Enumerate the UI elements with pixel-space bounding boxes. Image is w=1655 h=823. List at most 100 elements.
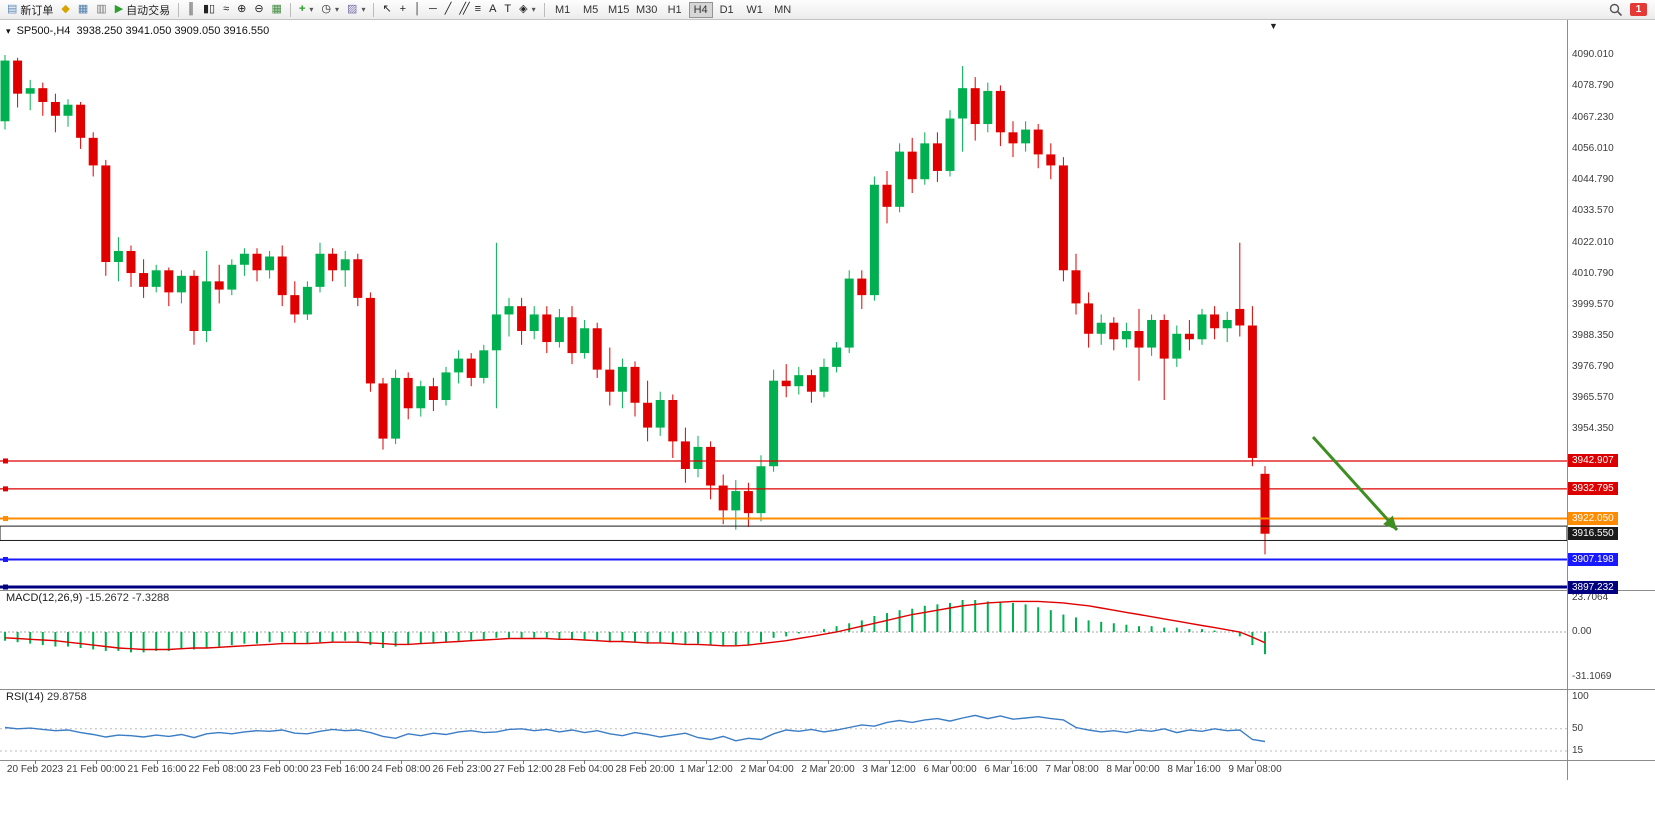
crosshair-icon: + (399, 3, 407, 15)
bar-chart-button[interactable]: ║ (183, 1, 199, 18)
candle (958, 66, 968, 152)
timeframe-d1[interactable]: D1 (719, 3, 734, 16)
price-line[interactable] (0, 557, 1567, 563)
timeframe-h1[interactable]: H1 (667, 3, 682, 16)
zoom-out-button[interactable]: ⊖ (250, 1, 267, 18)
candle (857, 270, 867, 309)
shapes-icon: ◈ (519, 3, 528, 15)
candle (592, 322, 602, 378)
time-axis-tick (889, 760, 890, 764)
candle (315, 242, 325, 293)
zoom-in-button[interactable]: ⊕ (233, 1, 250, 18)
horizontal-line-tool-button[interactable]: ─ (425, 1, 441, 18)
candle (1008, 121, 1018, 158)
timeframe-m5[interactable]: M5 (583, 3, 599, 16)
timeframe-m15[interactable]: M15 (607, 3, 630, 16)
candle (151, 264, 161, 293)
candle (126, 245, 136, 287)
panel-separator[interactable] (0, 689, 1655, 690)
price-axis-label: 4090.010 (1572, 49, 1614, 61)
macd-value: -15.2672 (85, 592, 129, 604)
tile-windows-button[interactable]: ▦ (268, 1, 286, 18)
annotation-arrow[interactable] (1311, 435, 1399, 532)
price-axis-label: 3999.570 (1572, 298, 1614, 310)
current-price-band[interactable] (0, 525, 1567, 541)
price-line[interactable] (0, 486, 1567, 492)
candle (0, 55, 10, 130)
new-order-button[interactable]: ▤ 新订单 (3, 1, 57, 18)
chart-shift-marker[interactable]: ▼ (1269, 21, 1278, 31)
market-watch-button[interactable]: ▦ (74, 1, 92, 18)
expand-triangle-icon[interactable]: ▾ (6, 26, 11, 36)
candle (1021, 121, 1031, 152)
sound-alert-button[interactable]: ◆ (57, 1, 73, 18)
candle (252, 248, 262, 282)
price-badge: 3916.550 (1568, 526, 1618, 540)
quote-header[interactable]: ▾ SP500-,H4 3938.250 3941.050 3909.050 3… (6, 25, 269, 37)
search-button[interactable] (1609, 3, 1623, 17)
price-line[interactable] (0, 584, 1567, 590)
candle (517, 297, 527, 345)
add-indicator-icon: + (298, 3, 306, 15)
periods-button[interactable]: ◷ ▾ (317, 1, 343, 18)
candle (302, 281, 312, 320)
trendline-tool-button[interactable]: ╱ (441, 1, 456, 18)
candle (983, 82, 993, 133)
timeframe-mn[interactable]: MN (774, 3, 792, 16)
candle (1147, 314, 1157, 356)
horizontal-line-icon: ─ (428, 3, 437, 15)
rsi-panel-chart[interactable] (0, 689, 1567, 760)
fibonacci-tool-button[interactable]: ≡ (471, 1, 485, 18)
candle (1197, 308, 1207, 345)
timeframe-m30[interactable]: M30 (635, 3, 658, 16)
candle (832, 342, 842, 373)
zoom-out-icon: ⊖ (254, 3, 264, 15)
timeframe-h4[interactable]: H4 (688, 1, 713, 18)
candle-chart-button[interactable]: ▮▯ (199, 1, 219, 18)
time-axis-tick (523, 760, 524, 764)
timeframe-m1[interactable]: M1 (555, 3, 571, 16)
notification-badge[interactable]: 1 (1630, 3, 1647, 16)
candle (718, 474, 728, 525)
price-axis-label: 3988.350 (1572, 329, 1614, 341)
candle (1046, 143, 1056, 180)
timeframe-w1[interactable]: W1 (746, 3, 763, 16)
candle (391, 369, 401, 445)
candle (290, 281, 300, 323)
auto-trading-label: 自动交易 (126, 4, 171, 17)
price-chart[interactable] (0, 20, 1567, 590)
candle (819, 358, 829, 398)
candle (13, 57, 23, 108)
price-badge: 3897.232 (1568, 580, 1618, 594)
auto-trading-button[interactable]: ▶ 自动交易 (111, 1, 174, 18)
candle (88, 132, 98, 177)
toolbar: ▤ 新订单 ◆ ▦ ▥ ▶ 自动交易 ║ ▮▯ ≈ ⊕ ⊖ ▦ + ▾ ◷ ▾ ▨ ▾… (0, 0, 1655, 20)
time-axis-label: 9 Mar 08:00 (1228, 764, 1282, 775)
candle (567, 306, 577, 365)
time-axis-tick (1255, 760, 1256, 764)
candle (265, 250, 275, 279)
shapes-tool-button[interactable]: ◈ ▾ (515, 1, 539, 18)
channel-tool-button[interactable]: ╱╱ (455, 1, 470, 18)
crosshair-tool-button[interactable]: + (396, 1, 410, 18)
quote-low: 3909.050 (174, 25, 221, 37)
templates-button[interactable]: ▨ ▾ (343, 1, 369, 18)
candle (1084, 292, 1094, 348)
label-tool-button[interactable]: T (500, 1, 515, 18)
rsi-indicator-label: RSI(14) 29.8758 (6, 691, 87, 703)
indicators-button[interactable]: + ▾ (295, 1, 317, 18)
macd-panel-chart[interactable] (0, 590, 1567, 689)
time-axis-label: 8 Mar 16:00 (1167, 764, 1221, 775)
price-line[interactable] (0, 516, 1567, 522)
price-line[interactable] (0, 458, 1567, 464)
panel-separator[interactable] (0, 590, 1655, 591)
vertical-line-tool-button[interactable]: │ (410, 1, 425, 18)
bar-chart-icon: ║ (187, 3, 195, 15)
data-window-button[interactable]: ▥ (92, 1, 110, 18)
line-chart-button[interactable]: ≈ (219, 1, 233, 18)
text-tool-button[interactable]: A (485, 1, 500, 18)
candle (38, 82, 48, 116)
candle-chart-icon: ▮▯ (202, 3, 216, 15)
cursor-tool-button[interactable]: ↖ (378, 1, 395, 18)
time-axis-label: 23 Feb 16:00 (310, 764, 370, 775)
